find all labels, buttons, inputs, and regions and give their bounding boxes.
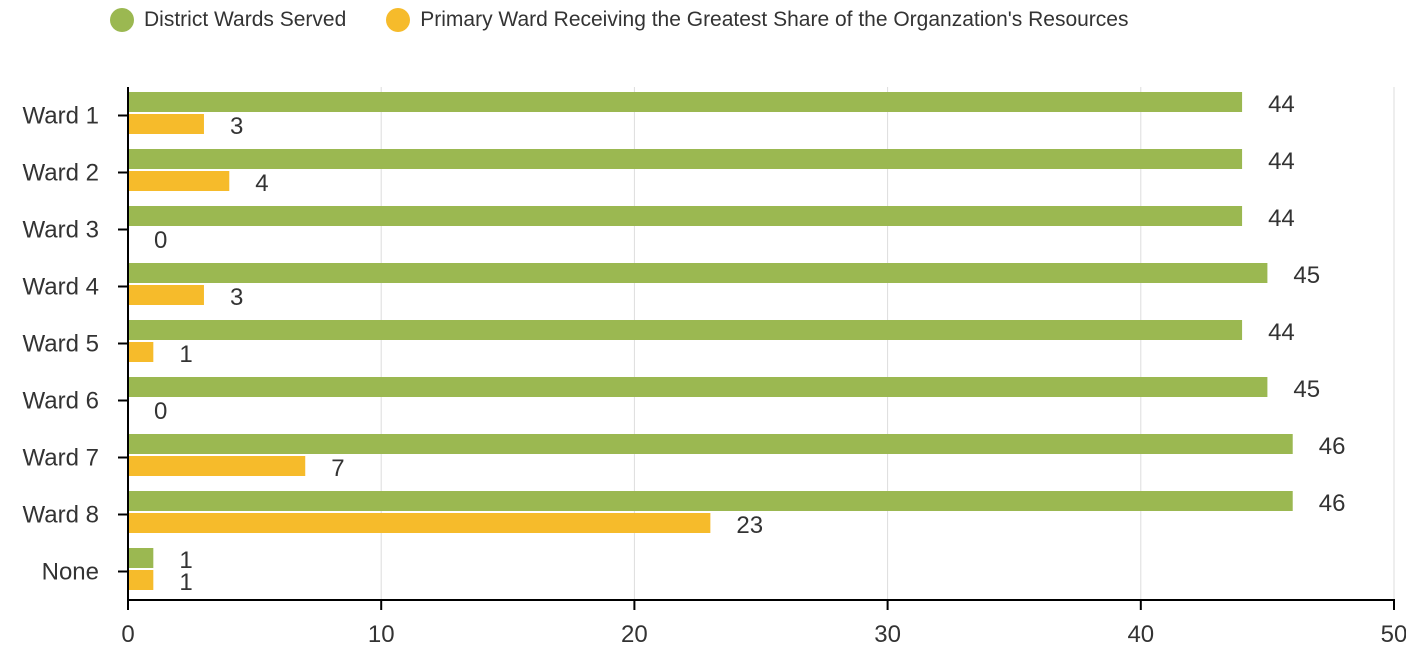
x-tick-label: 30: [874, 621, 901, 645]
bar-series-2: [129, 456, 306, 476]
x-tick-label: 20: [621, 621, 648, 645]
bar-series-2: [129, 513, 711, 533]
legend-item-series-2[interactable]: Primary Ward Receiving the Greatest Shar…: [386, 8, 1128, 32]
bar-series-1: [129, 548, 154, 568]
bar-series-1: [129, 263, 1268, 283]
data-label-series-2: 0: [154, 227, 167, 254]
data-label-series-2: 3: [230, 113, 243, 140]
data-label-series-2: 1: [179, 569, 192, 596]
legend-label-series-1: District Wards Served: [144, 8, 347, 31]
category-label: None: [42, 559, 99, 586]
bar-series-2: [129, 171, 230, 191]
legend-swatch-series-1: [110, 8, 134, 32]
bar-series-1: [129, 491, 1293, 511]
category-label: Ward 4: [23, 274, 99, 301]
data-label-series-2: 1: [179, 341, 192, 368]
data-label-series-1: 45: [1293, 262, 1320, 289]
data-label-series-1: 46: [1319, 490, 1346, 517]
data-label-series-1: 1: [179, 547, 192, 574]
legend-item-series-1[interactable]: District Wards Served: [110, 8, 346, 32]
data-label-series-2: 23: [736, 512, 763, 539]
bar-series-2: [129, 285, 204, 305]
category-label: Ward 8: [23, 502, 99, 529]
data-label-series-2: 3: [230, 284, 243, 311]
category-label: Ward 2: [23, 160, 99, 187]
bar-series-1: [129, 377, 1268, 397]
data-label-series-1: 44: [1268, 91, 1295, 118]
bar-series-1: [129, 434, 1293, 454]
legend: District Wards Served Primary Ward Recei…: [110, 8, 1128, 32]
x-tick-label: 40: [1127, 621, 1154, 645]
data-label-series-2: 7: [331, 455, 344, 482]
bar-series-2: [129, 114, 204, 134]
category-label: Ward 5: [23, 331, 99, 358]
axis-layer: [118, 87, 1395, 610]
data-label-series-1: 46: [1319, 433, 1346, 460]
bar-series-1: [129, 149, 1243, 169]
bar-series-2: [129, 570, 154, 590]
data-label-series-1: 44: [1268, 205, 1295, 232]
data-label-series-1: 44: [1268, 319, 1295, 346]
category-label: Ward 1: [23, 103, 99, 130]
bar-layer: [129, 92, 1293, 590]
category-label: Ward 6: [23, 388, 99, 415]
data-label-series-1: 45: [1293, 376, 1320, 403]
bar-series-1: [129, 320, 1243, 340]
legend-label-series-2: Primary Ward Receiving the Greatest Shar…: [420, 8, 1129, 31]
category-label: Ward 3: [23, 217, 99, 244]
x-tick-label: 10: [368, 621, 395, 645]
x-tick-label: 50: [1381, 621, 1406, 645]
x-tick-label: 0: [121, 621, 134, 645]
bar-series-1: [129, 92, 1243, 112]
data-label-series-1: 44: [1268, 148, 1295, 175]
data-label-series-2: 0: [154, 398, 167, 425]
bar-series-2: [129, 342, 154, 362]
legend-swatch-series-2: [386, 8, 411, 32]
category-label: Ward 7: [23, 445, 99, 472]
bar-series-1: [129, 206, 1243, 226]
data-label-series-2: 4: [255, 170, 268, 197]
